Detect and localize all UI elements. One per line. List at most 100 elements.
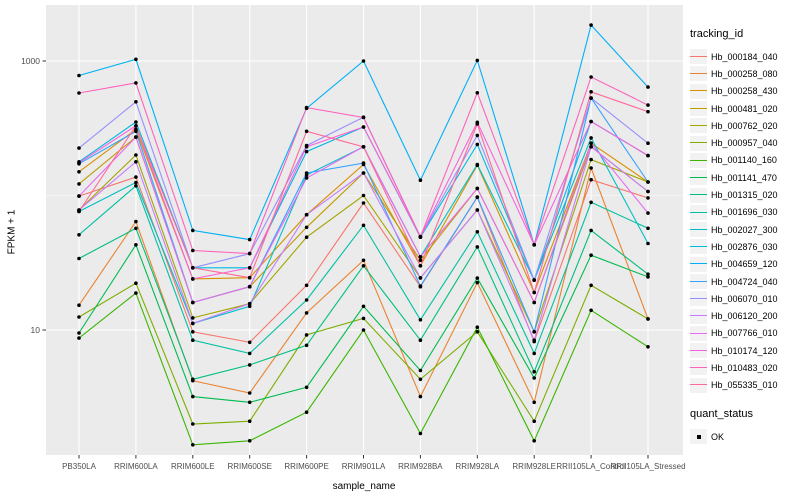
data-point xyxy=(247,351,252,356)
data-point xyxy=(589,157,593,162)
legend-item-Hb_006070_010: Hb_006070_010 xyxy=(690,290,798,307)
data-point xyxy=(646,211,650,215)
legend-key-swatch xyxy=(690,118,707,134)
data-point xyxy=(304,410,309,415)
legend-item-label: Hb_010174_120 xyxy=(711,345,778,356)
data-point xyxy=(475,142,480,147)
legend-item-Hb_001315_020: Hb_001315_020 xyxy=(690,186,798,203)
legend-key-line xyxy=(690,280,707,282)
legend-key-line xyxy=(690,367,707,369)
legend-item-label: Hb_055335_010 xyxy=(711,380,778,391)
legend-key-line xyxy=(690,263,707,265)
data-point xyxy=(532,439,536,443)
data-point xyxy=(134,226,138,231)
data-point xyxy=(418,276,423,280)
data-point xyxy=(475,162,480,167)
data-point xyxy=(589,141,593,145)
data-point xyxy=(475,245,480,249)
data-point xyxy=(532,400,536,405)
data-point xyxy=(304,212,309,217)
legend-item-label: Hb_000258_080 xyxy=(711,68,778,79)
legend-key-line xyxy=(690,176,707,178)
data-point xyxy=(134,57,138,62)
legend-key-swatch xyxy=(690,101,707,117)
data-point xyxy=(418,258,423,263)
legend-item-Hb_002027_300: Hb_002027_300 xyxy=(690,221,798,238)
data-point xyxy=(418,234,423,239)
plot-panel: 10 1000 PB350LA RRIM600LA RRIM600LE RRIM600SE… xyxy=(21,5,686,471)
legend-key-swatch xyxy=(690,170,707,186)
data-point xyxy=(247,237,252,242)
legend-key-swatch xyxy=(690,204,707,220)
data-point xyxy=(589,308,593,313)
legend-key-line xyxy=(690,55,707,57)
legend-item-label: Hb_001696_030 xyxy=(711,207,778,218)
legend-quant-status: quant_status OK xyxy=(690,408,798,445)
data-point xyxy=(77,331,81,335)
x-tick-label: PB350LA xyxy=(62,462,96,471)
legend-key-line xyxy=(690,159,707,161)
y-axis-title: FPKM + 1 xyxy=(6,209,18,255)
legend-item-Hb_000481_020: Hb_000481_020 xyxy=(690,100,798,117)
legend-key-swatch xyxy=(690,343,707,359)
legend-item-quant-OK: OK xyxy=(690,428,798,445)
data-point xyxy=(475,195,480,199)
legend-key-swatch xyxy=(690,239,707,255)
data-point xyxy=(304,283,309,288)
legend-item-Hb_001140_160: Hb_001140_160 xyxy=(690,152,798,169)
data-point xyxy=(77,73,81,78)
legend-items: Hb_000184_040 Hb_000258_080 Hb_000258_430 H… xyxy=(690,48,798,394)
data-point xyxy=(191,277,195,281)
data-point xyxy=(134,180,138,185)
legend-key-swatch xyxy=(690,429,707,445)
data-point xyxy=(475,58,480,63)
legend-item-Hb_000184_040: Hb_000184_040 xyxy=(690,48,798,65)
black-square-point-icon xyxy=(696,434,701,439)
data-point xyxy=(77,256,81,261)
legend-item-label: Hb_004659_120 xyxy=(711,259,778,270)
legend-item-label: Hb_001140_160 xyxy=(711,155,777,166)
data-point xyxy=(247,363,252,367)
legend-key-swatch xyxy=(690,83,707,99)
data-point xyxy=(418,254,423,259)
x-tick-label: RRIM928LE xyxy=(512,462,556,471)
data-point xyxy=(646,272,650,277)
legend-item-label: Hb_001315_020 xyxy=(711,190,778,201)
data-point xyxy=(361,264,366,268)
data-point xyxy=(589,119,593,124)
legend-item-Hb_000258_430: Hb_000258_430 xyxy=(690,83,798,100)
data-point xyxy=(134,153,138,157)
data-point xyxy=(418,338,423,343)
legend-item-label: Hb_002027_300 xyxy=(711,224,778,235)
data-point xyxy=(589,253,593,257)
data-point xyxy=(361,115,366,120)
data-point xyxy=(191,422,195,426)
legend-key-line xyxy=(690,211,707,213)
data-point xyxy=(191,316,195,320)
data-point xyxy=(589,23,593,27)
data-point xyxy=(247,301,252,306)
data-point xyxy=(77,161,81,165)
data-point xyxy=(77,315,81,319)
data-point xyxy=(646,180,650,184)
data-point xyxy=(361,59,366,63)
data-point xyxy=(589,145,593,149)
data-point xyxy=(532,290,536,295)
data-point xyxy=(361,125,366,129)
data-point xyxy=(418,377,423,382)
x-tick-label: RRIM901LA xyxy=(342,462,386,471)
data-point xyxy=(418,318,423,322)
legend-item-label: Hb_000957_040 xyxy=(711,138,778,149)
data-point xyxy=(361,328,366,332)
data-point xyxy=(191,330,195,334)
data-point xyxy=(191,443,195,447)
legend-key-swatch xyxy=(690,325,707,341)
y-tick-label: 10 xyxy=(31,325,41,335)
data-point xyxy=(646,109,650,114)
data-point xyxy=(589,75,593,79)
data-point xyxy=(77,209,81,214)
data-point xyxy=(134,124,138,128)
data-point xyxy=(589,228,593,233)
data-point xyxy=(361,223,366,228)
